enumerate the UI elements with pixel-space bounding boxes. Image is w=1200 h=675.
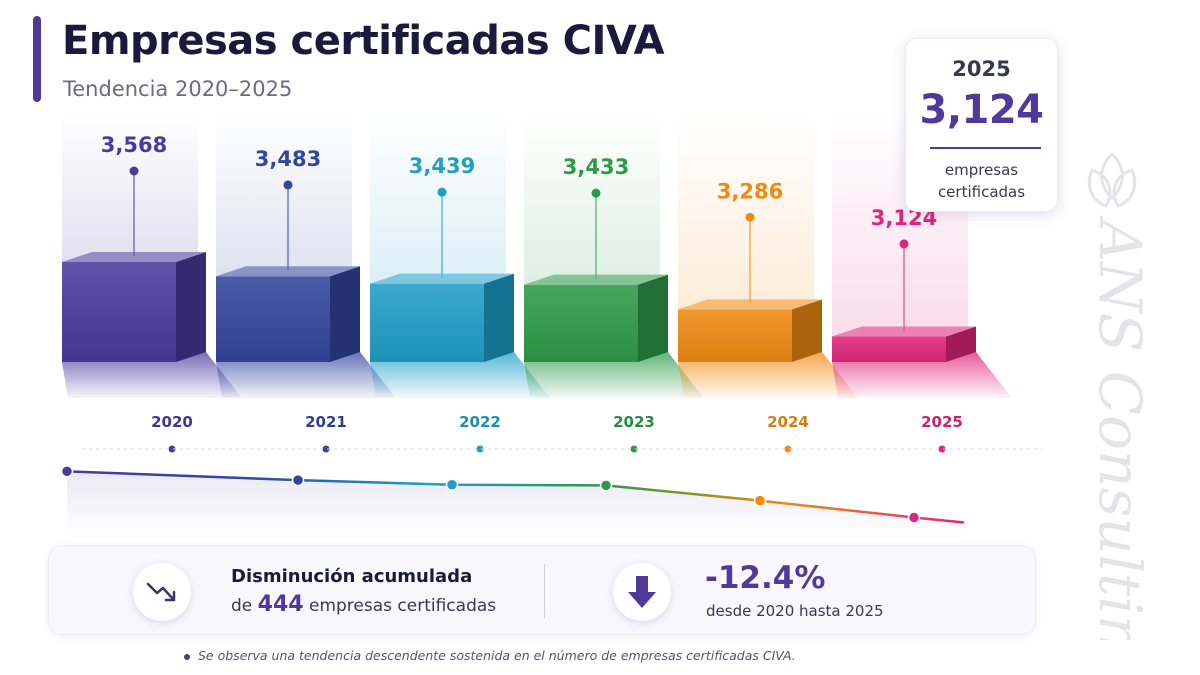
year-tick-dot xyxy=(938,445,946,453)
trend-point-2024 xyxy=(753,494,767,507)
bar-front-face xyxy=(62,262,176,362)
title-accent-bar xyxy=(33,16,41,102)
bar-side-face xyxy=(484,273,514,362)
trend-point-2023 xyxy=(599,479,613,492)
value-marker-dot xyxy=(745,212,755,222)
bar-floor-reflection xyxy=(370,352,550,398)
summary-panel: Disminución acumulada de 444 empresas ce… xyxy=(48,545,1036,635)
year-tick-dot xyxy=(476,445,484,453)
trend-point-2021 xyxy=(291,473,305,487)
bar-front-face xyxy=(524,284,638,362)
bar-top-face xyxy=(524,274,668,285)
summary-period: desde 2020 hasta 2025 xyxy=(706,602,884,620)
bar-top-face xyxy=(62,252,206,262)
trend-line-layer xyxy=(60,448,1042,540)
summary-detail: de 444 empresas certificadas xyxy=(231,592,496,617)
kpi-divider xyxy=(930,147,1041,149)
bar-2025 xyxy=(832,326,976,362)
kpi-card: 2025 3,124 empresas certificadas xyxy=(905,38,1058,212)
value-label-2021: 3,483 xyxy=(255,147,321,171)
bar-floor-reflection xyxy=(524,352,704,398)
bar-side-face xyxy=(638,274,668,362)
bar-side-face xyxy=(792,299,822,362)
bar-side-face xyxy=(946,326,976,362)
bar-glow xyxy=(678,115,814,310)
year-tick-dot xyxy=(168,445,176,453)
trend-point-2020 xyxy=(60,465,74,478)
bar-side-face xyxy=(176,252,206,362)
bar-side-face xyxy=(330,266,360,362)
value-marker-dot xyxy=(437,187,447,197)
bar-front-face xyxy=(216,276,330,362)
trending-down-icon xyxy=(146,582,176,602)
bar-front-face xyxy=(678,309,792,362)
kpi-value: 3,124 xyxy=(919,87,1044,133)
bar-front-face xyxy=(832,336,946,362)
page-title: Empresas certificadas CIVA xyxy=(62,18,665,64)
summary-divider xyxy=(544,564,545,618)
bars-layer xyxy=(62,115,1012,398)
bar-floor-reflection xyxy=(62,352,242,398)
trend-badge xyxy=(133,563,191,621)
year-label-2022: 2022 xyxy=(459,413,501,431)
summary-prefix: de xyxy=(231,596,253,616)
trend-point-2025 xyxy=(907,511,921,524)
year-tick-dot xyxy=(784,445,792,453)
bar-glow xyxy=(370,115,506,284)
bar-top-face xyxy=(678,299,822,310)
year-tab xyxy=(110,398,252,442)
year-tab xyxy=(418,398,560,442)
bar-2021 xyxy=(216,266,360,362)
bar-glow xyxy=(216,115,352,277)
bar-floor-reflection xyxy=(678,352,858,398)
summary-percent: -12.4% xyxy=(705,560,826,596)
bar-glow xyxy=(524,115,660,285)
value-label-2020: 3,568 xyxy=(101,133,167,157)
value-label-2022: 3,439 xyxy=(409,154,475,178)
page-subtitle: Tendencia 2020–2025 xyxy=(63,77,293,101)
value-marker-dot xyxy=(899,239,909,249)
year-tab xyxy=(880,398,1022,442)
bar-glow xyxy=(62,115,198,262)
trend-area xyxy=(67,471,964,540)
year-label-2021: 2021 xyxy=(305,413,347,431)
year-tick-dot xyxy=(322,445,330,453)
bar-2023 xyxy=(524,274,668,362)
year-tab xyxy=(572,398,714,442)
bar-top-face xyxy=(832,326,976,337)
kpi-caption: empresas certificadas xyxy=(937,161,1026,201)
kpi-year: 2025 xyxy=(952,57,1011,81)
footnote-bullet xyxy=(184,653,190,660)
bar-front-face xyxy=(370,283,484,362)
bar-2024 xyxy=(678,299,822,362)
bar-top-face xyxy=(216,266,360,277)
year-tick-dot xyxy=(630,445,638,453)
year-label-2020: 2020 xyxy=(151,413,193,431)
bar-2022 xyxy=(370,273,514,362)
bar-floor-reflection xyxy=(216,352,396,398)
bar-top-face xyxy=(370,273,514,284)
percent-badge xyxy=(613,563,671,621)
year-tab xyxy=(726,398,868,442)
value-label-2024: 3,286 xyxy=(717,179,783,203)
bar-2020 xyxy=(62,252,206,362)
labels-layer: 3,568 2020 3,483 2021 3,439 2022 3,433 2023 3,28… xyxy=(101,133,1022,453)
summary-heading: Disminución acumulada xyxy=(231,566,473,587)
arrow-down-icon xyxy=(628,576,656,608)
trend-point-2022 xyxy=(445,478,459,491)
bar-floor-reflection xyxy=(832,352,1012,398)
value-marker-dot xyxy=(129,166,139,176)
year-label-2024: 2024 xyxy=(767,413,809,431)
footnote-text: Se observa una tendencia descendente sos… xyxy=(198,648,796,663)
value-marker-dot xyxy=(591,188,601,198)
year-label-2023: 2023 xyxy=(613,413,655,431)
footnote: Se observa una tendencia descendente sos… xyxy=(184,648,796,663)
year-tab xyxy=(264,398,406,442)
summary-suffix: empresas certificadas xyxy=(309,596,497,616)
bar-chart: 3,568 2020 3,483 2021 3,439 2022 3,433 2023 3,28… xyxy=(60,115,1042,540)
value-label-2023: 3,433 xyxy=(563,155,629,179)
summary-amount: 444 xyxy=(257,592,304,617)
value-marker-dot xyxy=(283,180,293,190)
year-label-2025: 2025 xyxy=(921,413,963,431)
